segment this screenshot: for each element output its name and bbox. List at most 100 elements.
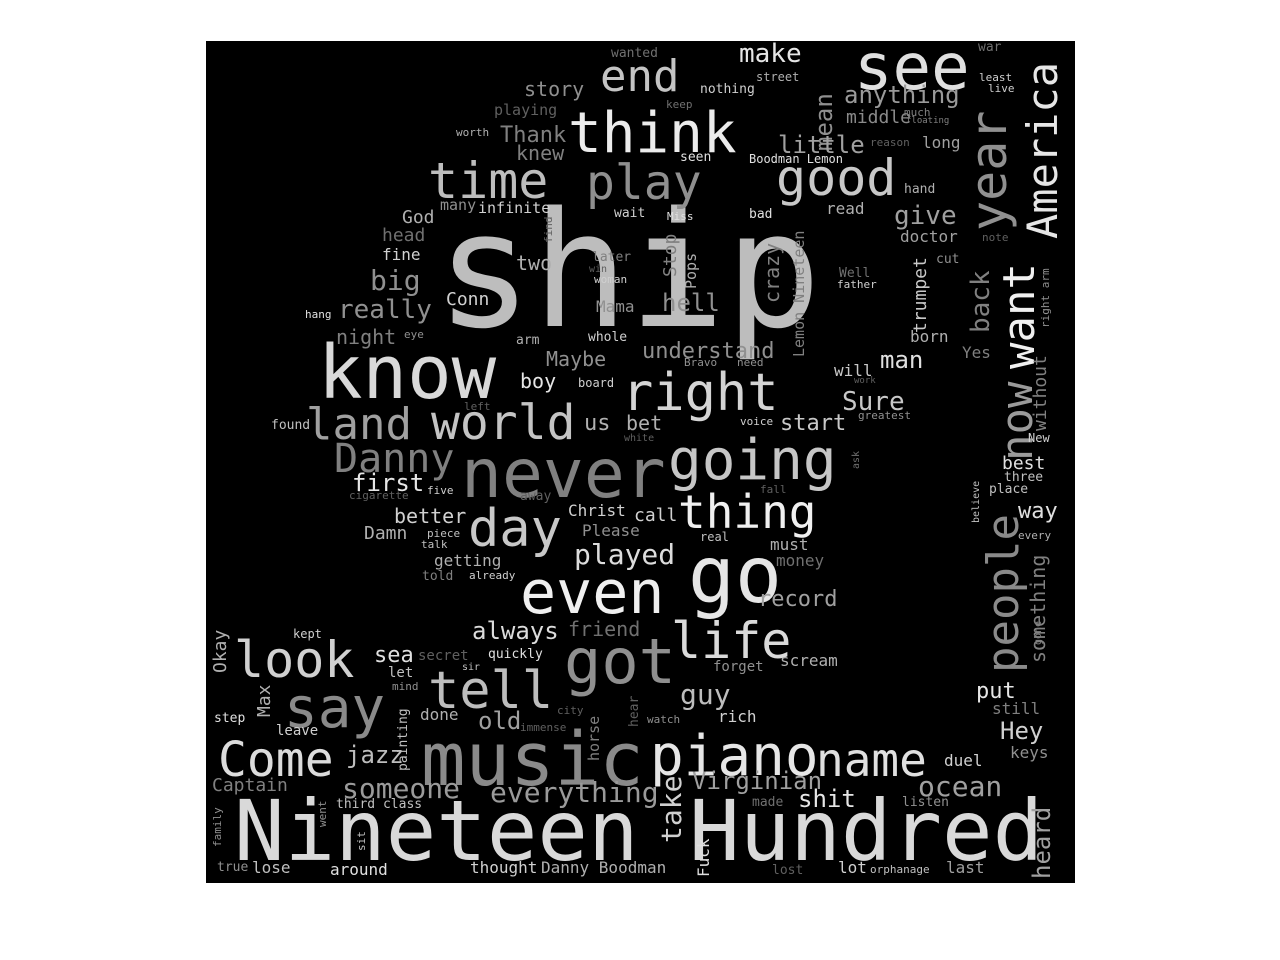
word-thank: Thank bbox=[500, 123, 567, 148]
word-nineteen-hundred: Nineteen Hundred bbox=[234, 782, 1044, 880]
word-family: family bbox=[211, 807, 224, 847]
word-everything: everything bbox=[490, 776, 659, 809]
word-see: see bbox=[854, 41, 970, 105]
word-place: place bbox=[989, 482, 1029, 497]
word-best: best bbox=[1002, 453, 1046, 474]
word-going: going bbox=[668, 428, 837, 493]
word-thought: thought bbox=[470, 858, 538, 877]
word-orphanage: orphanage bbox=[870, 863, 930, 876]
word-listen: listen bbox=[902, 795, 949, 810]
word-real: real bbox=[700, 530, 729, 544]
word-virginian: Virginian bbox=[692, 767, 823, 795]
word-bet: bet bbox=[626, 411, 663, 435]
word-mama: Mama bbox=[596, 297, 635, 316]
word-wait: wait bbox=[614, 206, 646, 221]
word-even: even bbox=[520, 558, 665, 628]
word-scream: scream bbox=[780, 651, 838, 670]
word-lose: lose bbox=[252, 858, 291, 877]
word-heard: heard bbox=[1028, 806, 1056, 879]
word-woman: woman bbox=[594, 273, 628, 286]
word-music: music bbox=[421, 717, 644, 803]
word-world: world bbox=[431, 395, 576, 451]
word-cloud-canvas: ship Nineteen Hundred music know never g… bbox=[206, 41, 1075, 883]
word-floating: floating bbox=[906, 116, 950, 126]
word-watch: watch bbox=[647, 713, 681, 726]
word-last: last bbox=[946, 858, 985, 877]
word-nothing: nothing bbox=[700, 82, 755, 97]
word-little: little bbox=[778, 131, 865, 159]
word-five: five bbox=[427, 484, 454, 497]
word-big: big bbox=[370, 264, 421, 297]
word-live: live bbox=[988, 82, 1015, 95]
word-know: know bbox=[318, 330, 497, 416]
word-start: start bbox=[780, 411, 847, 436]
word-us: us bbox=[584, 411, 611, 436]
word-piece: piece bbox=[427, 527, 461, 540]
word-note: note bbox=[982, 231, 1009, 244]
word-forget: forget bbox=[713, 659, 764, 675]
word-painting: painting bbox=[396, 708, 411, 771]
word-look: look bbox=[234, 631, 355, 689]
word-right-arm: right arm bbox=[1039, 268, 1052, 328]
word-found: found bbox=[271, 418, 311, 433]
word-playing: playing bbox=[494, 101, 558, 119]
word-kept: kept bbox=[293, 627, 322, 641]
word-sir: sir bbox=[462, 662, 481, 673]
word-white: white bbox=[624, 433, 655, 444]
word-america: America bbox=[1018, 61, 1067, 239]
word-danny: Danny bbox=[334, 436, 455, 482]
word-step: step bbox=[214, 711, 246, 726]
word-lot: lot bbox=[838, 858, 867, 877]
word-gone: gone bbox=[1033, 620, 1044, 645]
word-need: need bbox=[737, 356, 764, 369]
word-good: good bbox=[776, 149, 897, 207]
word-hear: hear bbox=[627, 695, 642, 727]
word-secret: secret bbox=[418, 648, 469, 664]
word-seen: seen bbox=[680, 150, 712, 165]
word-later: later bbox=[592, 250, 632, 265]
word-mind: mind bbox=[392, 680, 419, 693]
word-true: true bbox=[217, 860, 249, 875]
word-middle: middle bbox=[846, 107, 912, 128]
word-maybe: Maybe bbox=[546, 347, 607, 371]
word-piano: piano bbox=[650, 724, 819, 789]
word-never: never bbox=[461, 435, 666, 514]
word-cut: cut bbox=[936, 252, 960, 267]
word-story: story bbox=[524, 77, 585, 101]
word-worth: worth bbox=[456, 126, 490, 139]
word-better: better bbox=[394, 504, 467, 528]
word-danny-boodman: Danny Boodman bbox=[541, 858, 667, 877]
word-long: long bbox=[922, 133, 961, 152]
word-old: old bbox=[478, 707, 522, 735]
word-tell: tell bbox=[428, 661, 554, 721]
word-first: first bbox=[352, 469, 425, 497]
word-hey: Hey bbox=[1000, 717, 1044, 745]
word-play: play bbox=[586, 155, 702, 211]
word-always: always bbox=[472, 617, 559, 645]
word-sit: sit bbox=[355, 831, 368, 851]
word-knew: knew bbox=[516, 141, 565, 165]
word-shit: shit bbox=[798, 785, 856, 813]
word-voice: voice bbox=[740, 415, 774, 428]
word-told: told bbox=[422, 569, 454, 584]
word-boy: boy bbox=[520, 369, 557, 393]
word-much: much bbox=[904, 106, 931, 119]
word-friend: friend bbox=[568, 617, 641, 641]
word-fall: fall bbox=[760, 483, 787, 496]
word-will: will bbox=[834, 361, 873, 380]
word-hang: hang bbox=[305, 308, 332, 321]
word-conn: Conn bbox=[446, 289, 490, 310]
word-okay: Okay bbox=[210, 629, 231, 673]
word-least: least bbox=[979, 71, 1013, 84]
word-something: something bbox=[1026, 554, 1050, 663]
word-captain: Captain bbox=[212, 775, 288, 796]
word-way: way bbox=[1018, 499, 1058, 524]
word-right: right bbox=[622, 363, 779, 423]
word-come: Come bbox=[218, 732, 334, 788]
word-night: night bbox=[336, 325, 397, 349]
word-greatest: greatest bbox=[858, 409, 911, 422]
word-back: back bbox=[966, 270, 996, 333]
word-without: without bbox=[1030, 355, 1051, 431]
word-eye: eye bbox=[404, 328, 424, 341]
word-two: two bbox=[516, 251, 553, 275]
